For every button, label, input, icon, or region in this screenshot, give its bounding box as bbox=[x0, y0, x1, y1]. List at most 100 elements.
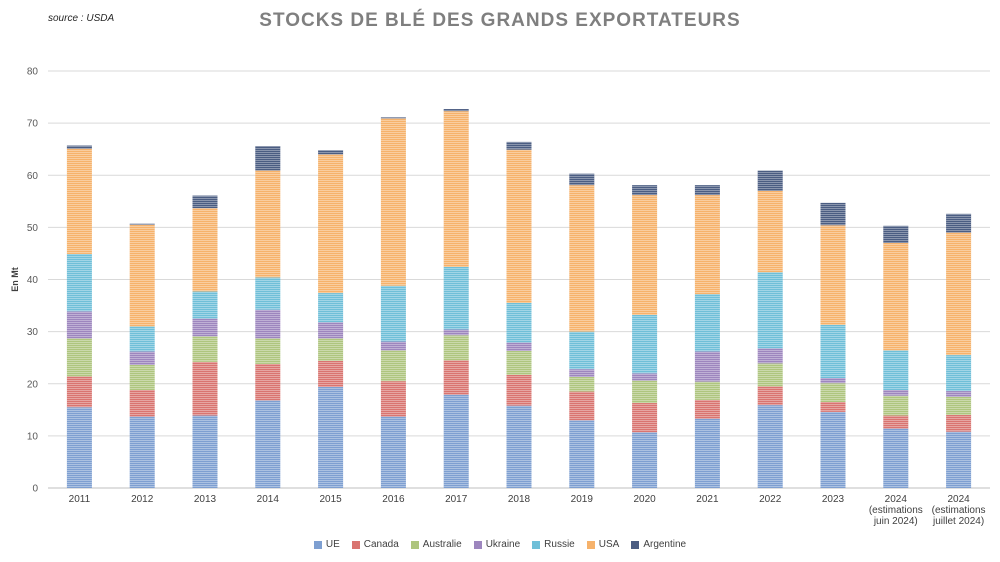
y-tick-label: 50 bbox=[27, 223, 39, 234]
legend-swatch bbox=[313, 540, 322, 549]
bar-segment-texture bbox=[192, 291, 218, 319]
bar-segment-texture bbox=[946, 431, 972, 488]
legend-swatch bbox=[473, 540, 482, 549]
bar-segment-texture bbox=[757, 348, 783, 364]
bar-segment-texture bbox=[820, 202, 846, 226]
bar-segment-texture bbox=[380, 416, 406, 488]
bar-segment-texture bbox=[380, 350, 406, 382]
bar-segment-texture bbox=[757, 272, 783, 349]
x-tick-label: (estimations bbox=[869, 505, 923, 516]
bar-segment-texture bbox=[632, 195, 658, 315]
bar-segment-texture bbox=[255, 309, 281, 339]
legend-label: Australie bbox=[422, 539, 462, 550]
legend-item: USA bbox=[586, 539, 619, 550]
x-tick-label: (estimations bbox=[932, 505, 986, 516]
bar-segment-texture bbox=[192, 336, 218, 362]
bar-segment-texture bbox=[255, 363, 281, 401]
bar-segment-texture bbox=[694, 195, 720, 295]
bar-segment-texture bbox=[569, 369, 595, 377]
bar-segment-texture bbox=[192, 361, 218, 416]
bar-segment-texture bbox=[443, 394, 469, 488]
bar-segment-texture bbox=[318, 338, 344, 361]
bar-segment-texture bbox=[820, 383, 846, 402]
bar-segment-texture bbox=[255, 338, 281, 364]
legend-label: Canada bbox=[363, 539, 399, 550]
bar-segment-texture bbox=[380, 285, 406, 342]
bar-segment-texture bbox=[255, 170, 281, 278]
x-tick-label: 2018 bbox=[508, 494, 531, 505]
y-tick-label: 30 bbox=[27, 327, 39, 338]
bar-segment-texture bbox=[632, 373, 658, 381]
y-tick-label: 40 bbox=[27, 275, 39, 286]
bar-segment-texture bbox=[443, 111, 469, 267]
y-tick-label: 0 bbox=[32, 484, 38, 495]
legend-item: Ukraine bbox=[473, 539, 521, 550]
legend-swatch bbox=[410, 540, 419, 549]
bar-segment-texture bbox=[946, 232, 972, 356]
x-tick-label: 2015 bbox=[319, 494, 342, 505]
x-tick-label: 2013 bbox=[194, 494, 217, 505]
bar-segment-texture bbox=[757, 405, 783, 488]
legend-item: Russie bbox=[532, 539, 575, 550]
legend-label: Argentine bbox=[643, 539, 687, 550]
bar-segment-texture bbox=[694, 294, 720, 352]
bar-segment-texture bbox=[757, 170, 783, 191]
bar-segment-texture bbox=[569, 376, 595, 392]
bar-segment-texture bbox=[883, 225, 909, 244]
y-tick-label: 60 bbox=[27, 171, 39, 182]
legend-label: Ukraine bbox=[485, 539, 521, 550]
bar-segment-texture bbox=[129, 351, 155, 365]
bar-segment-texture bbox=[192, 208, 218, 292]
bar-segment-texture bbox=[883, 350, 909, 391]
bar-segment-texture bbox=[443, 266, 469, 330]
bar-segment-texture bbox=[946, 355, 972, 392]
y-tick-label: 80 bbox=[27, 67, 39, 78]
bar-segment-texture bbox=[883, 243, 909, 351]
bar-segment-texture bbox=[66, 148, 92, 254]
x-tick-label: 2017 bbox=[445, 494, 468, 505]
bar-segment-texture bbox=[380, 118, 406, 286]
bar-segment-texture bbox=[318, 293, 344, 323]
x-tick-label: 2022 bbox=[759, 494, 782, 505]
bar-segment-texture bbox=[757, 363, 783, 387]
legend-label: UE bbox=[325, 539, 340, 550]
y-tick-label: 70 bbox=[27, 119, 39, 130]
bar-segment-texture bbox=[443, 360, 469, 395]
bar-segment-texture bbox=[506, 302, 532, 343]
bar-segment-texture bbox=[757, 190, 783, 273]
bar-segment-texture bbox=[569, 420, 595, 488]
bar-segment-texture bbox=[632, 403, 658, 433]
y-axis-label: En Mt bbox=[10, 267, 20, 292]
bar-segment-texture bbox=[757, 386, 783, 406]
bar-segment-texture bbox=[129, 390, 155, 417]
x-tick-label: 2019 bbox=[571, 494, 594, 505]
legend-item: Canada bbox=[351, 539, 399, 550]
legend-swatch bbox=[586, 540, 595, 549]
bar-segment-texture bbox=[255, 277, 281, 310]
bar-segment-texture bbox=[946, 415, 972, 432]
x-tick-label: 2021 bbox=[696, 494, 719, 505]
legend-item: Australie bbox=[410, 539, 462, 550]
bar-segment-texture bbox=[66, 145, 92, 149]
bar-segment-texture bbox=[694, 351, 720, 382]
legend-swatch bbox=[532, 540, 541, 549]
bar-segment-texture bbox=[506, 405, 532, 488]
bar-segment-texture bbox=[129, 364, 155, 391]
bar-segment-texture bbox=[632, 432, 658, 488]
y-tick-label: 10 bbox=[27, 431, 39, 442]
bar-segment-texture bbox=[318, 150, 344, 155]
bar-segment-texture bbox=[946, 213, 972, 233]
bar-segment-texture bbox=[129, 416, 155, 488]
bar-segment-texture bbox=[883, 428, 909, 488]
bar-segment-texture bbox=[569, 185, 595, 332]
bar-segment-texture bbox=[255, 146, 281, 171]
y-tick-label: 20 bbox=[27, 379, 39, 390]
bar-segment-texture bbox=[380, 381, 406, 417]
bar-segment-texture bbox=[318, 386, 344, 488]
bar-segment-texture bbox=[883, 395, 909, 416]
bar-segment-texture bbox=[129, 223, 155, 225]
bar-segment-texture bbox=[192, 415, 218, 488]
bar-segment-texture bbox=[318, 322, 344, 339]
bar-segment-texture bbox=[506, 149, 532, 303]
x-tick-label: 2014 bbox=[257, 494, 280, 505]
